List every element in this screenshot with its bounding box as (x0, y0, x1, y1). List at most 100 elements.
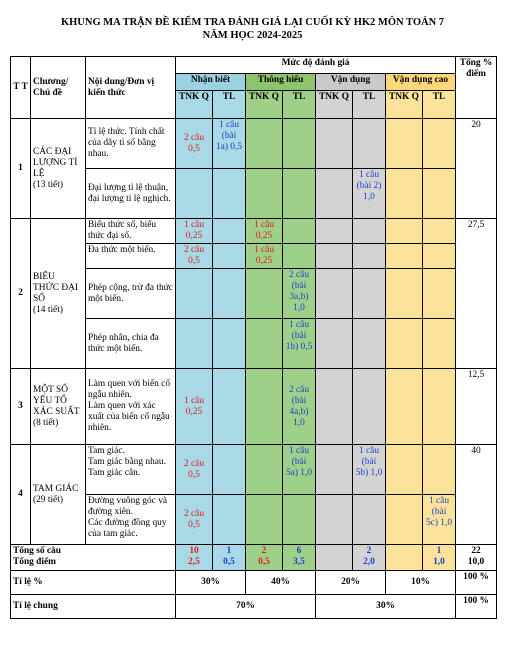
nb-tl-cell (212, 318, 246, 369)
chapter-hours: (14 tiết) (33, 304, 63, 315)
ratio-general-advanced: 30% (314, 594, 457, 619)
vdc-tl-cell (421, 118, 457, 169)
ratio-general-basic: 70% (175, 594, 316, 619)
content-cell: Phép cộng, trừ đa thức một biến. (85, 268, 176, 319)
table-row: Đường vuông góc và đường xiên. Các đường… (11, 494, 497, 545)
vd-tl-cell: 1 câu (bài 2) 1,0 (352, 168, 386, 219)
header-vd-tnkq: TNK Q (315, 90, 353, 119)
vdc-tl-cell (421, 243, 457, 269)
header-vdc-tnkq: TNK Q (385, 90, 423, 119)
content-line: Làm quen với xác xuất của biến cố ngẫu n… (88, 401, 170, 433)
totals-label-diem: Tổng điểm (13, 557, 56, 567)
ratio-vdc: 10% (384, 570, 457, 595)
ratio-total: 100 % (455, 570, 498, 595)
nb-tl-cell (212, 168, 246, 219)
table-row: Phép cộng, trừ đa thức một biến. 2 câu (… (11, 268, 497, 319)
assessment-matrix-table: T T Chương/ Chủ đề Nội dung/Đơn vị kiến … (10, 56, 498, 619)
vdc-tl-cell (421, 318, 457, 369)
nb-tl-cell (212, 218, 246, 244)
chapter-hours: (8 tiết) (33, 417, 59, 428)
table-row: 1 CÁC ĐẠI LƯỢNG TỈ LỆ (13 tiết) Tỉ lệ th… (10, 118, 498, 219)
total-th-tnkq: 2 0,5 (245, 544, 283, 571)
vd-tl-cell (352, 218, 386, 244)
chapter-title: CÁC ĐẠI LƯỢNG TỈ LỆ (33, 146, 78, 179)
vd-tl-cell (352, 243, 386, 269)
th-tnkq-cell (245, 118, 283, 169)
total-score: 1,0 (433, 557, 445, 567)
th-tnkq-cell: 1 câu 0,25 (245, 218, 283, 244)
header-nb-tl: TL (212, 90, 246, 119)
total-score: 0,5 (223, 557, 235, 567)
th-tnkq-cell (245, 318, 283, 369)
chapter-name: CÁC ĐẠI LƯỢNG TỈ LỆ (13 tiết) (30, 118, 86, 219)
table-row: 3 MỘT SỐ YẾU TỐ XÁC SUẤT (8 tiết) Làm qu… (10, 368, 498, 445)
content-line: Các đường đồng quy của tam giác. (88, 518, 167, 539)
total-count: 2 (366, 546, 372, 556)
nb-tl-cell (212, 243, 246, 269)
ratio-row: Tỉ lệ % 30% 40% 20% 10% 100 % (10, 570, 498, 595)
vd-tl-cell (352, 494, 386, 545)
total-vd-tnkq (315, 544, 353, 571)
th-tl-cell: 1 câu (bài 1b) 0,5 (282, 318, 316, 369)
table-row: Đại lượng tỉ lệ thuận, đại lượng tỉ lệ n… (11, 168, 497, 219)
totals-row: Tổng số câu Tổng điểm 10 2,5 1 0,5 2 0,5… (10, 544, 498, 571)
ratio-general-total: 100 % (455, 594, 498, 619)
header-content: Nội dung/Đơn vị kiến thức (85, 56, 176, 119)
total-score: 0,5 (258, 557, 270, 567)
total-score: 2,0 (363, 557, 375, 567)
vd-tl-cell (352, 318, 386, 369)
vd-tl-cell (352, 268, 386, 319)
vd-tnkq-cell (315, 268, 353, 319)
content-cell: Đường vuông góc và đường xiên. Các đường… (85, 494, 176, 545)
content-line: Đường vuông góc và đường xiên. (88, 496, 168, 517)
chapter-title: BIỂU THỨC ĐẠI SỐ (33, 271, 79, 304)
ratio-vd: 20% (315, 570, 386, 595)
chapter-title: MỘT SỐ YẾU TỐ XÁC SUẤT (33, 384, 80, 417)
nb-tnkq-cell: 2 câu 0,5 (175, 444, 213, 495)
ratio-nb: 30% (175, 570, 246, 595)
vdc-tnkq-cell (385, 243, 423, 269)
chapter-name: BIỂU THỨC ĐẠI SỐ (14 tiết) (30, 218, 86, 369)
header-nhan-biet: Nhận biết (175, 73, 246, 91)
th-tnkq-cell (245, 268, 283, 319)
content-cell: Tỉ lệ thức. Tính chất của dãy tỉ số bằng… (85, 118, 176, 169)
header-van-dung: Vận dụng (315, 73, 386, 91)
content-line: Làm quen với biến cố ngẫu nhiên. (88, 379, 171, 400)
header-chapter: Chương/ Chủ đề (30, 56, 86, 119)
chapter-hours: (29 tiết) (33, 494, 63, 505)
totals-label-cau: Tổng số câu (13, 546, 61, 556)
ratio-general-label: Tỉ lệ chung (10, 594, 176, 619)
vdc-tnkq-cell (385, 218, 423, 244)
nb-tl-cell (212, 444, 246, 495)
title-line-2: NĂM HỌC 2024-2025 (202, 30, 303, 41)
chapter-total: 12,5 (455, 368, 498, 445)
header-van-dung-cao: Vận dụng cao (384, 73, 457, 91)
chapter-hours: (13 tiết) (33, 179, 63, 190)
content-cell: Tam giác. Tam giác bằng nhau. Tam giác c… (85, 444, 176, 495)
content-cell: Làm quen với biến cố ngẫu nhiên. Làm que… (85, 368, 176, 445)
nb-tnkq-cell (175, 268, 213, 319)
nb-tl-cell (212, 494, 246, 545)
chapter-total: 40 (455, 444, 498, 545)
total-vdc-tl: 1 1,0 (421, 544, 457, 571)
vdc-tl-cell: 1 câu (bài 5c) 1,0 (421, 494, 457, 545)
vdc-tnkq-cell (385, 494, 423, 545)
vdc-tnkq-cell (385, 444, 423, 495)
totals-label: Tổng số câu Tổng điểm (10, 544, 176, 571)
title-line-1: KHUNG MA TRẬN ĐỀ KIỂM TRA ĐÁNH GIÁ LẠI C… (60, 17, 445, 28)
header-tt: T T (10, 56, 31, 119)
vd-tnkq-cell (315, 243, 353, 269)
total-nb-tnkq: 10 2,5 (175, 544, 213, 571)
total-count: 6 (296, 546, 302, 556)
nb-tnkq-cell: 2 câu 0,5 (175, 243, 213, 269)
content-cell: Đa thức một biến. (85, 243, 176, 269)
total-count: 1 (226, 546, 232, 556)
nb-tnkq-cell (175, 318, 213, 369)
total-vdc-tnkq (385, 544, 423, 571)
th-tl-cell (282, 243, 316, 269)
chapter-name: TAM GIÁC (29 tiết) (30, 444, 86, 545)
vdc-tnkq-cell (385, 268, 423, 319)
chapter-number: 2 (10, 218, 31, 369)
chapter-number: 1 (10, 118, 31, 219)
total-all: 22 10,0 (455, 544, 498, 571)
